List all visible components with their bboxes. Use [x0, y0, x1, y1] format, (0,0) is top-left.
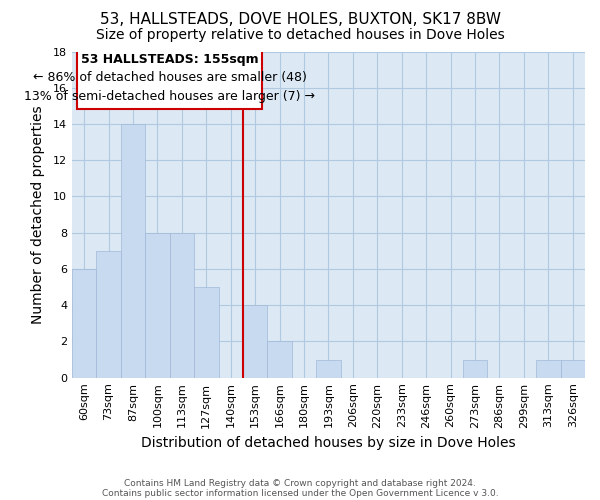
Text: 13% of semi-detached houses are larger (7) →: 13% of semi-detached houses are larger (…: [24, 90, 315, 104]
Bar: [194, 287, 218, 378]
Bar: [463, 360, 487, 378]
Bar: [145, 232, 170, 378]
Bar: [170, 232, 194, 378]
X-axis label: Distribution of detached houses by size in Dove Holes: Distribution of detached houses by size …: [141, 436, 516, 450]
Text: 53, HALLSTEADS, DOVE HOLES, BUXTON, SK17 8BW: 53, HALLSTEADS, DOVE HOLES, BUXTON, SK17…: [100, 12, 500, 28]
Text: Size of property relative to detached houses in Dove Holes: Size of property relative to detached ho…: [95, 28, 505, 42]
Y-axis label: Number of detached properties: Number of detached properties: [31, 106, 44, 324]
Text: Contains HM Land Registry data © Crown copyright and database right 2024.: Contains HM Land Registry data © Crown c…: [124, 478, 476, 488]
Bar: [243, 305, 268, 378]
Text: ← 86% of detached houses are smaller (48): ← 86% of detached houses are smaller (48…: [33, 72, 307, 85]
Text: Contains public sector information licensed under the Open Government Licence v : Contains public sector information licen…: [101, 488, 499, 498]
Bar: [560, 360, 585, 378]
FancyBboxPatch shape: [77, 46, 262, 110]
Bar: [72, 269, 97, 378]
Bar: [121, 124, 145, 378]
Text: 53 HALLSTEADS: 155sqm: 53 HALLSTEADS: 155sqm: [81, 52, 259, 66]
Bar: [97, 251, 121, 378]
Bar: [536, 360, 560, 378]
Bar: [316, 360, 341, 378]
Bar: [268, 342, 292, 378]
